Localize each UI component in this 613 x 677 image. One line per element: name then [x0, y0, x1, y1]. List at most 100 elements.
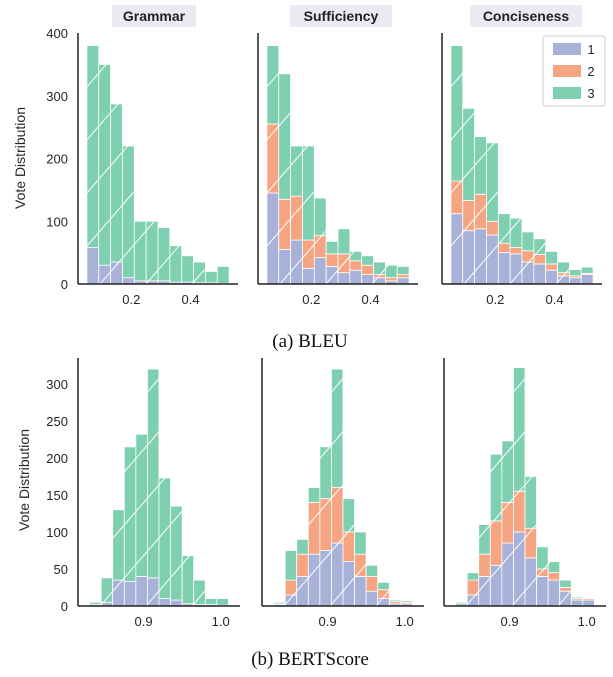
hatch-line	[78, 33, 89, 45]
bar-segment-series-3	[377, 581, 390, 591]
y-tick-label: 300	[46, 377, 68, 392]
bar-segment-series-2	[547, 572, 561, 581]
hatch-line	[442, 70, 602, 258]
hatch-line	[442, 33, 453, 45]
hatch-line	[444, 358, 544, 473]
legend-entry-3: 3	[553, 86, 595, 101]
legend-entry-1: 1	[553, 42, 595, 57]
hatch-line	[78, 358, 178, 473]
bar-segment-series-3	[89, 601, 102, 605]
bar-segment-series-2	[486, 220, 499, 236]
hatch-line	[78, 390, 240, 580]
bar-segment-series-3	[354, 531, 367, 555]
y-tick-label: 300	[46, 89, 68, 104]
bar-segment-series-3	[474, 136, 487, 195]
bar-segment-series-3	[388, 599, 402, 602]
bar-segment-series-2	[385, 277, 398, 282]
bar-segment-series-3	[204, 598, 218, 605]
bar-segment-series-3	[158, 477, 171, 599]
bar-segment-series-2	[361, 264, 374, 275]
bar-segment-series-3	[325, 240, 339, 255]
bar-segment-series-3	[557, 261, 570, 274]
plot-area: 0.9 1.0	[261, 358, 424, 629]
bar-segment-series-3	[582, 597, 595, 599]
bar-segment-series-3	[570, 596, 584, 599]
bar-segment-series-3	[307, 487, 321, 503]
legend-label-1: 1	[587, 42, 594, 57]
bar-segment-series-2	[296, 553, 309, 577]
hatch-lines	[78, 358, 240, 606]
bar-segment-series-1	[302, 267, 315, 285]
bar-segment-series-3	[205, 271, 218, 284]
hatch-line	[191, 549, 240, 606]
bar-segment-series-1	[354, 575, 367, 607]
legend-swatch-2	[553, 65, 581, 77]
hatch-line	[78, 33, 135, 98]
hatch-line	[371, 230, 418, 284]
hatch-line	[442, 33, 591, 205]
bar-segment-series-3	[296, 538, 309, 555]
bar-segment-series-1	[569, 277, 582, 285]
hatch-lines	[444, 358, 606, 606]
bar-segment-series-1	[349, 269, 363, 285]
hatch-line	[258, 70, 418, 258]
plot-area: 0.9 1.0 0 50 100 150 200 250 300	[46, 358, 240, 629]
legend-label-3: 3	[587, 86, 594, 101]
bar-segment-series-3	[559, 579, 572, 588]
bar-segment-series-3	[501, 440, 514, 503]
bar-segment-series-3	[216, 266, 230, 284]
bar-segment-series-1	[450, 213, 464, 285]
bar-segment-series-1	[478, 575, 491, 607]
bar-segment-series-1	[290, 239, 303, 285]
panel-sufficiency: Sufficiency 0.2 0.4	[257, 5, 418, 307]
plot-area: 0.2 0.4	[441, 33, 602, 307]
hatch-line	[191, 230, 238, 284]
x-tick-label: 0.9	[135, 614, 153, 629]
bar-segment-series-1	[547, 579, 561, 607]
panel-sufficiency-bertscore: 0.9 1.0	[261, 358, 424, 629]
panel-conciseness: Conciseness 0.2 0.4	[441, 5, 602, 307]
hatch-line	[444, 390, 606, 580]
bar-segment-series-3	[349, 250, 363, 262]
bar-segment-series-3	[524, 476, 537, 529]
bar-segment-series-1	[135, 575, 148, 607]
hatch-line	[145, 177, 238, 284]
bar-segment-series-1	[158, 598, 171, 607]
y-tick-label: 150	[46, 488, 68, 503]
bar-segment-series-3	[181, 255, 194, 283]
bar-segment-series-3	[396, 266, 410, 275]
bar-segment-series-1	[307, 553, 321, 607]
bar-segment-series-2	[509, 247, 523, 255]
x-tick-label: 0.4	[546, 292, 564, 307]
bar-segment-series-2	[545, 263, 558, 271]
bar-segment-series-1	[170, 599, 183, 607]
bar-segment-series-1	[123, 581, 137, 607]
row-a: Grammar 0.2 0.4 0 100 200 300 400 Sufficiency …	[12, 5, 606, 352]
bar-segment-series-3	[170, 505, 183, 601]
bar-segment-series-1	[582, 599, 595, 607]
bar-segment-series-3	[569, 269, 582, 277]
legend: 1 2 3	[542, 35, 606, 107]
bar-segment-series-1	[536, 575, 549, 607]
bar-segment-series-3	[580, 266, 594, 274]
bar-segment-series-1	[533, 263, 547, 285]
bar-segment-series-3	[373, 261, 386, 275]
bar-segment-series-3	[147, 368, 160, 579]
bar-segment-series-3	[278, 73, 291, 200]
bar-segment-series-2	[501, 501, 514, 544]
bar-segment-series-2	[497, 242, 511, 254]
panel-title-background	[470, 5, 582, 27]
hatch-line	[99, 123, 238, 284]
row-b: 0.9 1.0 0 50 100 150 200 250 300 0.9 1.0 0.9 1.0 V…	[16, 358, 606, 670]
hatch-line	[78, 33, 181, 151]
panel-title: Sufficiency	[304, 8, 379, 24]
hatch-line	[258, 33, 315, 98]
y-tick-label: 0	[61, 599, 68, 614]
x-tick-label: 0.4	[362, 292, 380, 307]
hatch-line	[603, 602, 606, 606]
bar-segment-series-3	[478, 524, 491, 555]
plot-area: 0.2 0.4	[257, 33, 418, 307]
x-tick-label: 1.0	[578, 614, 596, 629]
bar-segment-series-3	[98, 63, 111, 266]
